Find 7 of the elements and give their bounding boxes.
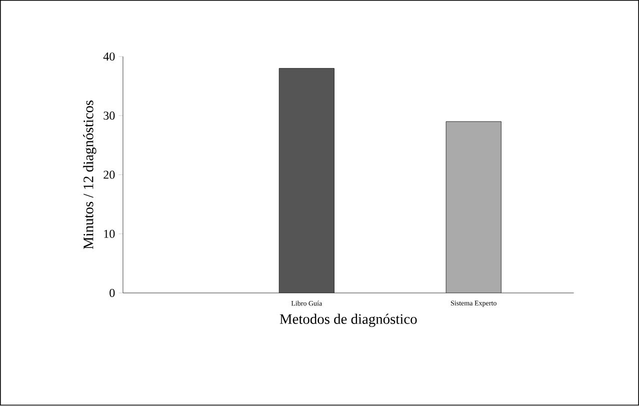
x-axis-title: Metodos de diagnóstico xyxy=(280,314,417,328)
y-tick-label: 40 xyxy=(103,52,115,61)
y-tick-label: 0 xyxy=(110,289,115,298)
y-tick-label: 20 xyxy=(104,170,115,179)
y-tick-label: 30 xyxy=(104,112,115,120)
y-tick-label: 10 xyxy=(104,230,115,238)
y-axis-title: Minutos / 12 diagnósticos xyxy=(83,100,96,250)
